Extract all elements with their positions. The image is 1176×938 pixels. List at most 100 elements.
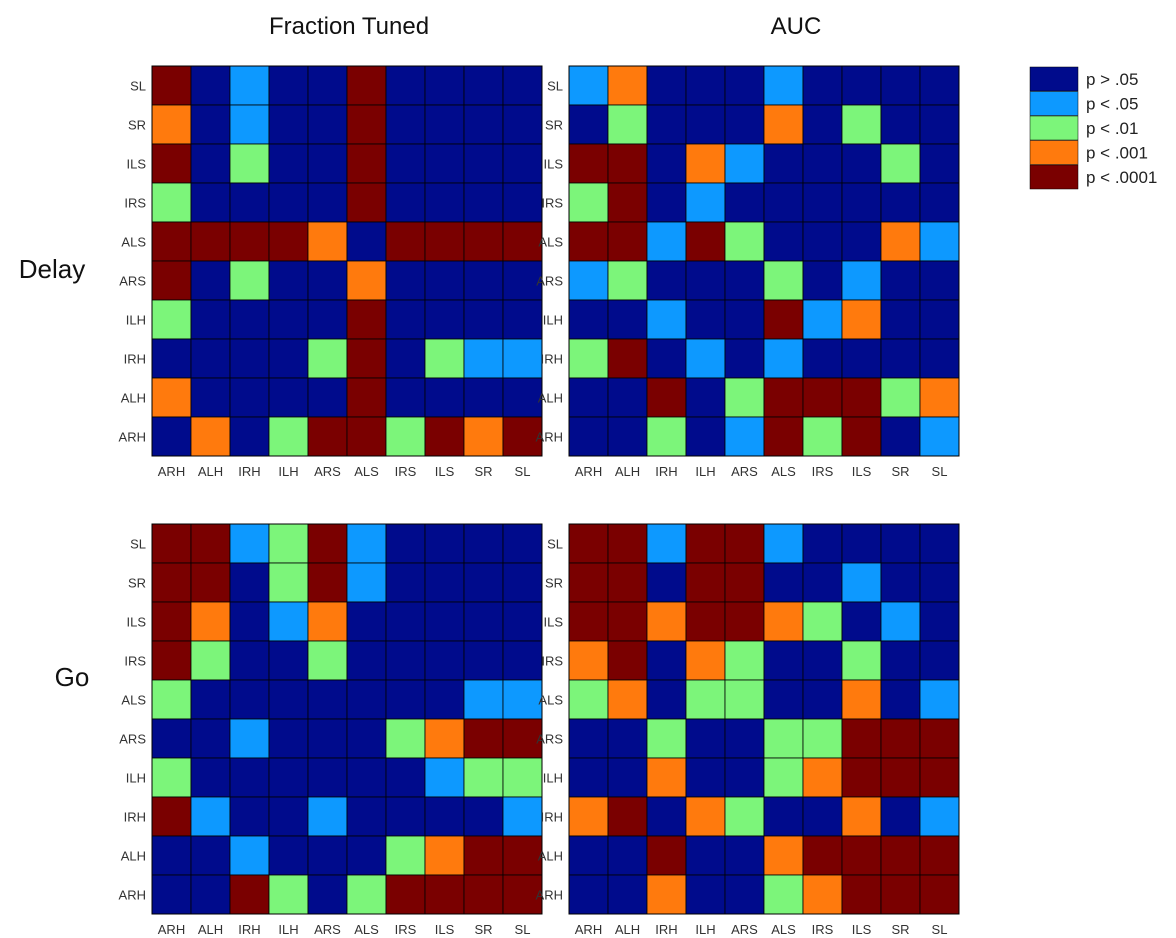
heatmap-cell — [385, 718, 426, 759]
heatmap-cell — [463, 601, 504, 642]
heatmap-cell — [724, 757, 765, 798]
heatmap-cell — [151, 104, 192, 145]
heatmap-cell — [919, 601, 960, 642]
heatmap-cell — [724, 143, 765, 184]
heatmap-cell — [190, 757, 231, 798]
heatmap-cell — [568, 182, 609, 223]
heatmap-cell — [646, 523, 687, 564]
heatmap-cell — [802, 835, 843, 876]
legend-label: p < .01 — [1086, 119, 1138, 138]
heatmap-cell — [385, 679, 426, 720]
heatmap-cell — [151, 299, 192, 340]
heatmap-cell — [841, 65, 882, 106]
heatmap-cell — [880, 260, 921, 301]
heatmap-cell — [724, 104, 765, 145]
heatmap-cell — [802, 757, 843, 798]
heatmap-cell — [763, 679, 804, 720]
heatmap-cell — [568, 835, 609, 876]
legend-swatch — [1029, 66, 1079, 92]
heatmap-cell — [646, 601, 687, 642]
y-tick-label: ARH — [119, 888, 146, 903]
heatmap-cell — [151, 640, 192, 681]
heatmap-cell — [268, 874, 309, 915]
heatmap-cell — [802, 65, 843, 106]
heatmap-cell — [841, 601, 882, 642]
heatmap-cell — [307, 416, 348, 457]
heatmap-cell — [724, 835, 765, 876]
heatmap-cell — [646, 679, 687, 720]
heatmap-cell — [463, 104, 504, 145]
heatmap-cell — [229, 104, 270, 145]
heatmap-cell — [646, 143, 687, 184]
heatmap-cell — [568, 562, 609, 603]
heatmap-cell — [346, 523, 387, 564]
heatmap-cell — [607, 143, 648, 184]
heatmap-cell — [802, 796, 843, 837]
x-tick-label: ARS — [314, 922, 341, 937]
y-tick-label: ILH — [126, 771, 146, 786]
heatmap-cell — [607, 523, 648, 564]
heatmap-cell — [880, 874, 921, 915]
heatmap-cell — [229, 601, 270, 642]
heatmap-cell — [424, 757, 465, 798]
x-tick-label: ALS — [771, 922, 796, 937]
heatmap-cell — [841, 757, 882, 798]
heatmap-cell — [919, 796, 960, 837]
heatmap-cell — [763, 65, 804, 106]
heatmap-cell — [724, 523, 765, 564]
heatmap-cell — [268, 601, 309, 642]
heatmap-cell — [424, 679, 465, 720]
x-tick-label: ALS — [354, 464, 379, 479]
heatmap-cell — [724, 338, 765, 379]
heatmap-cell — [190, 221, 231, 262]
x-tick-label: ARH — [575, 464, 602, 479]
heatmap-cell — [424, 221, 465, 262]
heatmap-cell — [763, 523, 804, 564]
y-tick-label: SL — [130, 537, 146, 552]
heatmap-cell — [463, 416, 504, 457]
heatmap-cell — [346, 835, 387, 876]
heatmap-cell — [502, 874, 543, 915]
heatmap-cell — [151, 718, 192, 759]
legend-label: p < .0001 — [1086, 168, 1157, 187]
heatmap-cell — [346, 679, 387, 720]
heatmap-cell — [763, 221, 804, 262]
heatmap-cell — [424, 338, 465, 379]
heatmap-cell — [724, 601, 765, 642]
heatmap-cell — [151, 221, 192, 262]
heatmap-cell — [424, 377, 465, 418]
heatmap-cell — [802, 182, 843, 223]
heatmap-cell — [568, 104, 609, 145]
heatmap-cell — [880, 221, 921, 262]
y-tick-label: ARS — [536, 732, 563, 747]
x-tick-label: SL — [932, 464, 948, 479]
heatmap-cell — [607, 416, 648, 457]
heatmap-cell — [763, 338, 804, 379]
heatmap-cell — [151, 757, 192, 798]
heatmap-cell — [463, 640, 504, 681]
heatmap-cell — [646, 874, 687, 915]
heatmap-cell — [463, 835, 504, 876]
x-tick-label: IRS — [395, 922, 417, 937]
heatmap-cell — [607, 757, 648, 798]
x-tick-label: ARS — [731, 464, 758, 479]
heatmap-cell — [763, 835, 804, 876]
y-tick-label: SL — [547, 79, 563, 94]
heatmap-cell — [190, 299, 231, 340]
heatmap-cell — [424, 143, 465, 184]
heatmap-cell — [763, 416, 804, 457]
heatmap-cell — [646, 104, 687, 145]
heatmap-cell — [880, 796, 921, 837]
heatmap-cell — [802, 679, 843, 720]
heatmap-cell — [424, 523, 465, 564]
x-tick-label: SR — [891, 922, 909, 937]
heatmap-cell — [463, 562, 504, 603]
heatmap-cell — [607, 377, 648, 418]
heatmap-cell — [802, 416, 843, 457]
heatmap-cell — [502, 757, 543, 798]
heatmap-cell — [385, 338, 426, 379]
heatmap-cell — [841, 104, 882, 145]
heatmap-cell — [502, 143, 543, 184]
column-title-fraction-tuned: Fraction Tuned — [269, 13, 429, 40]
heatmap-cell — [307, 601, 348, 642]
